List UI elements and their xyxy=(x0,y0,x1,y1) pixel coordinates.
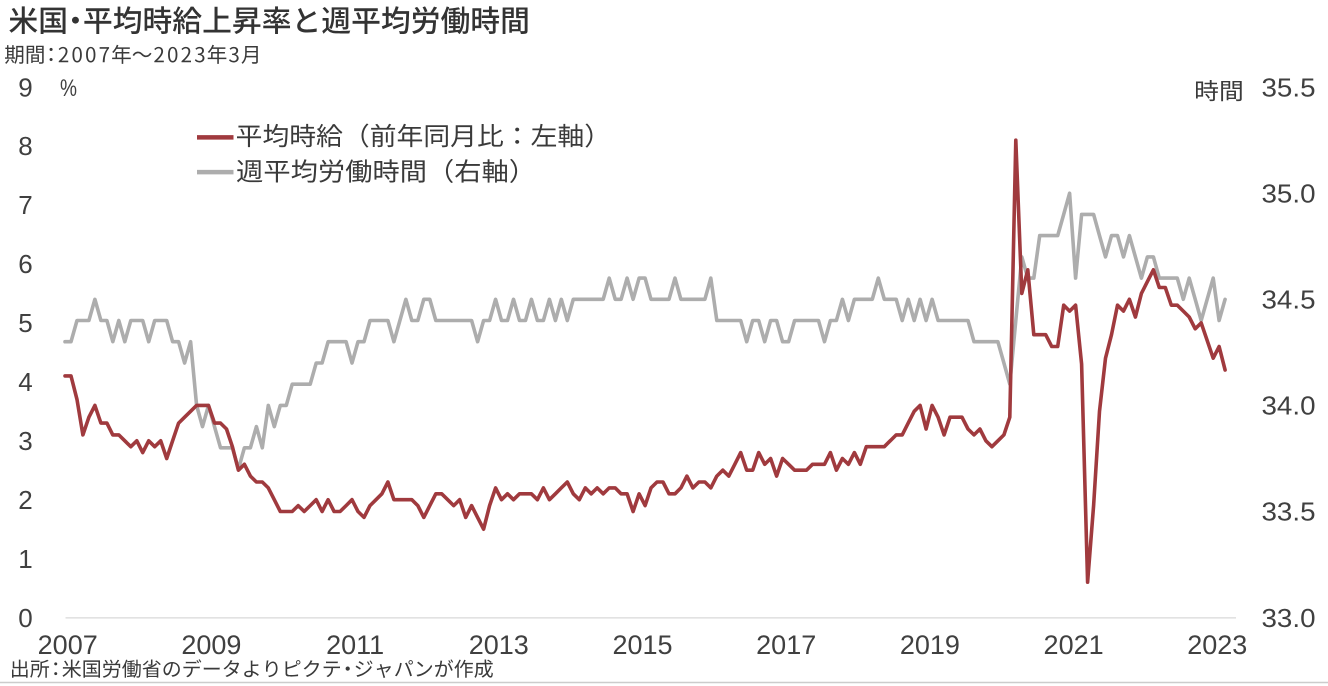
svg-text:34.5: 34.5 xyxy=(1262,285,1316,315)
svg-text:2013: 2013 xyxy=(469,630,529,660)
svg-text:2023: 2023 xyxy=(1187,630,1247,660)
svg-text:4: 4 xyxy=(18,367,32,397)
svg-text:0: 0 xyxy=(18,603,32,633)
svg-text:6: 6 xyxy=(18,249,32,279)
svg-text:2017: 2017 xyxy=(756,630,816,660)
svg-text:35.5: 35.5 xyxy=(1262,72,1316,102)
svg-text:5: 5 xyxy=(18,308,32,338)
svg-text:35.0: 35.0 xyxy=(1262,178,1316,208)
svg-text:2011: 2011 xyxy=(326,630,384,660)
svg-text:33.5: 33.5 xyxy=(1262,497,1316,527)
svg-text:8: 8 xyxy=(18,131,32,161)
svg-text:2015: 2015 xyxy=(612,630,672,660)
svg-text:2021: 2021 xyxy=(1044,630,1104,660)
svg-text:%: % xyxy=(60,75,77,102)
svg-text:1: 1 xyxy=(18,544,32,574)
svg-text:33.0: 33.0 xyxy=(1262,603,1316,633)
svg-text:3: 3 xyxy=(18,426,32,456)
svg-text:2009: 2009 xyxy=(181,630,241,660)
svg-text:34.0: 34.0 xyxy=(1262,391,1316,421)
svg-text:9: 9 xyxy=(18,72,32,102)
svg-text:7: 7 xyxy=(18,190,32,220)
svg-text:2007: 2007 xyxy=(38,630,98,660)
svg-text:2: 2 xyxy=(18,485,32,515)
svg-text:2019: 2019 xyxy=(900,630,960,660)
